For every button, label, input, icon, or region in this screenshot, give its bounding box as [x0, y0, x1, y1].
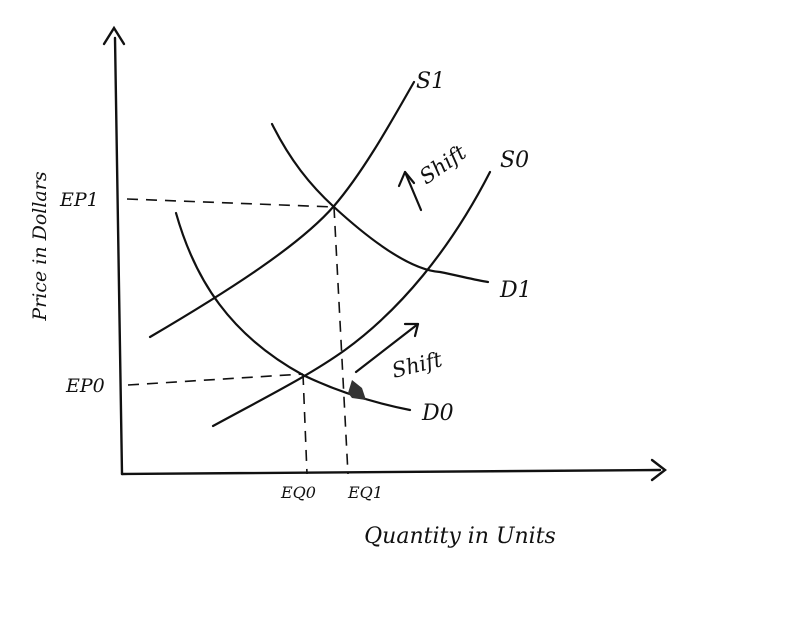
supply-shift-arrowhead: [397, 170, 416, 188]
eq0-vertical-guide: [302, 373, 308, 475]
x-axis-label: Quantity in Units: [364, 524, 556, 549]
ep1-label: EP1: [59, 189, 99, 211]
ep1-horizontal-guide: [126, 198, 335, 208]
demand-shift-arrow: [354, 322, 420, 374]
d1-curve-label: D1: [499, 278, 532, 303]
d0-curve-label: D0: [421, 401, 454, 426]
y-axis-arrowhead: [102, 25, 126, 46]
axes: [102, 25, 667, 482]
demand-shift-arrowhead: [403, 322, 420, 338]
eq1-label: EQ1: [347, 483, 383, 502]
s1-curve-label: S1: [416, 69, 445, 94]
curves: [148, 80, 492, 428]
ep0-label: EP0: [65, 375, 105, 397]
demand-curve-d1: [270, 122, 490, 284]
x-axis-arrowhead: [650, 458, 667, 482]
y-axis-label: Price in Dollars: [29, 171, 51, 321]
guide-lines: [126, 198, 349, 475]
shift-arrows: [354, 170, 423, 374]
supply-shift-arrow: [403, 170, 423, 212]
x-axis: [120, 468, 662, 476]
s0-curve-label: S0: [500, 148, 529, 173]
eq1-vertical-guide: [333, 206, 349, 475]
demand-shift-origin-mark: [348, 380, 366, 400]
y-axis: [113, 36, 124, 476]
supply-curve-s1: [148, 80, 416, 339]
ep0-horizontal-guide: [127, 373, 304, 386]
supply-shift-label: Shift: [415, 140, 471, 189]
supply-curve-s0: [211, 170, 492, 428]
demand-shift-label: Shift: [389, 347, 445, 383]
demand-curve-d0: [174, 211, 412, 412]
eq0-label: EQ0: [280, 483, 316, 502]
